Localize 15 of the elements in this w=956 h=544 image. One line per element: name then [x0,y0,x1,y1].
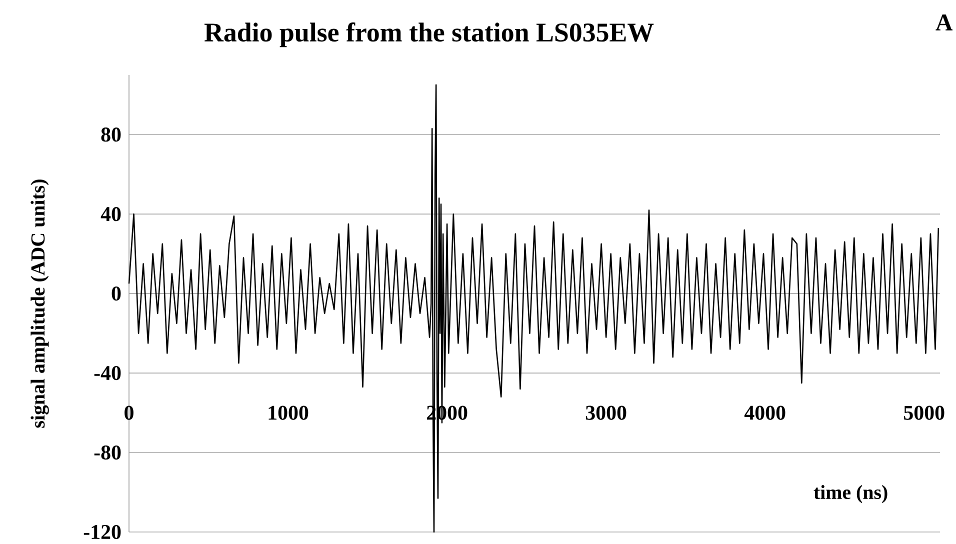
x-tick-label: 3000 [586,406,626,420]
y-tick-label: -80 [94,445,121,460]
y-tick-label: 40 [100,207,121,222]
y-axis-title: signal amplitude (ADC units) [30,180,49,428]
y-tick-label: 80 [101,128,121,142]
y-tick-label: -40 [94,366,121,380]
chart-title: Radio pulse from the station LS035EW [204,22,654,48]
x-tick-label: 1000 [268,406,308,420]
text: A [936,14,953,30]
y-tick-label: 0 [112,286,121,301]
y-tick-label: -120 [84,524,121,540]
x-tick-label: 0 [124,406,134,420]
x-tick-label: 5000 [904,406,944,420]
x-tick-label: 4000 [744,406,786,420]
x-axis-title: time (ns) [814,485,888,504]
